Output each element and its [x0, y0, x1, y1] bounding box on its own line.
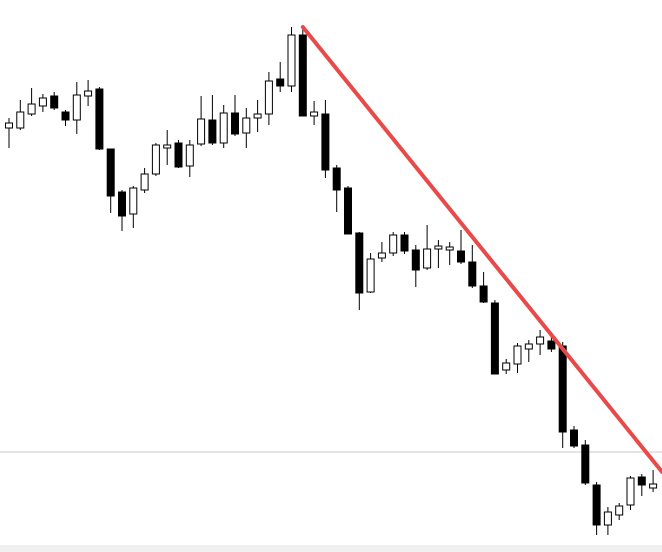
candle-body — [389, 234, 398, 254]
candle-body — [5, 122, 13, 129]
candle-body — [242, 117, 251, 134]
candle-body — [61, 111, 70, 121]
candle-body — [332, 167, 341, 191]
candle-body — [423, 248, 432, 269]
candle-body — [208, 119, 217, 144]
candle-body — [16, 111, 25, 129]
candle-body — [95, 88, 104, 150]
candle-body — [38, 97, 47, 107]
candle-body — [513, 345, 522, 365]
candle-body — [536, 336, 545, 345]
candle-body — [72, 94, 81, 121]
candle-body — [377, 252, 386, 259]
candle-body — [400, 234, 409, 252]
candle-body — [219, 112, 228, 144]
candle-body — [570, 429, 578, 447]
candle-body — [163, 144, 172, 149]
candle-body — [615, 505, 624, 516]
candle-body — [231, 112, 239, 135]
candle-body — [547, 340, 556, 350]
candle-body — [129, 187, 138, 215]
candle-body — [524, 343, 533, 350]
candle-body — [310, 111, 319, 117]
candle-body — [626, 477, 635, 506]
candle-body — [490, 302, 499, 375]
candle-body — [558, 345, 567, 433]
candle-body — [27, 103, 36, 115]
candle-body — [185, 144, 194, 167]
candle-body — [140, 173, 149, 191]
candle-body — [298, 34, 307, 117]
candle-body — [603, 511, 612, 526]
candle-body — [479, 285, 488, 303]
candle-body — [253, 113, 262, 119]
candle-body — [174, 142, 183, 168]
candle-body — [366, 258, 375, 293]
candle-body — [118, 191, 126, 217]
candle-body — [276, 78, 285, 87]
candle-body — [287, 34, 296, 87]
bottom-strip — [0, 545, 662, 552]
candle-body — [457, 250, 465, 263]
candle-body — [355, 232, 364, 294]
candle-body — [637, 476, 646, 486]
candle-body — [592, 484, 601, 526]
candle-body — [321, 113, 330, 171]
candle-body — [502, 362, 511, 371]
candle-body — [344, 187, 352, 235]
candle-body — [581, 444, 590, 484]
candle-body — [445, 246, 454, 251]
candle-body — [434, 245, 443, 250]
trend-line — [300, 25, 662, 474]
candle-body — [197, 118, 206, 145]
candle-body — [411, 249, 420, 271]
candle-body — [50, 95, 59, 109]
candle-body — [151, 144, 160, 175]
candle-body — [468, 261, 477, 287]
candle-body — [106, 148, 115, 197]
candle-body — [649, 483, 658, 489]
candle-body — [84, 90, 93, 97]
candle-body — [264, 80, 273, 115]
